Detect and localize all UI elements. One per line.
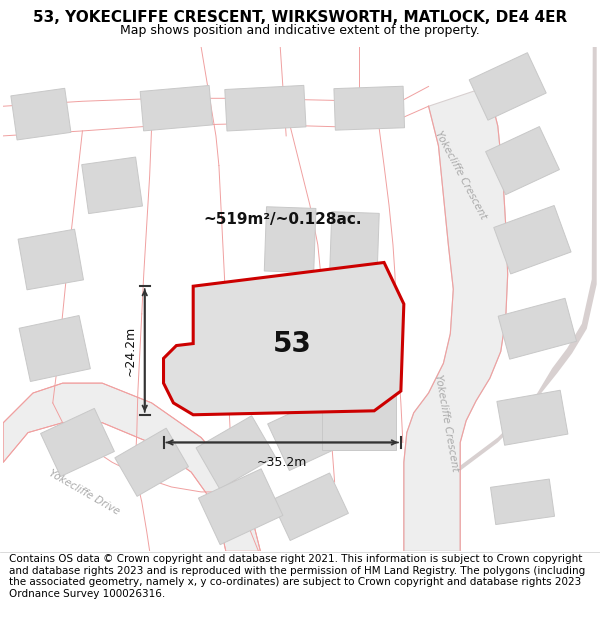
- Polygon shape: [11, 88, 71, 140]
- Text: Yokecliffe Crescent: Yokecliffe Crescent: [433, 373, 460, 472]
- Polygon shape: [334, 86, 404, 130]
- Text: Map shows position and indicative extent of the property.: Map shows position and indicative extent…: [120, 24, 480, 36]
- Polygon shape: [497, 390, 568, 445]
- Text: Yokecliffe Drive: Yokecliffe Drive: [47, 468, 122, 516]
- Polygon shape: [329, 212, 379, 278]
- Text: ~519m²/~0.128ac.: ~519m²/~0.128ac.: [203, 213, 361, 228]
- Text: Yokecliffe Crescent: Yokecliffe Crescent: [434, 129, 489, 221]
- Polygon shape: [41, 408, 115, 476]
- Polygon shape: [322, 396, 397, 450]
- Polygon shape: [82, 157, 142, 214]
- Polygon shape: [491, 479, 554, 524]
- Polygon shape: [404, 86, 508, 551]
- Polygon shape: [225, 86, 306, 131]
- Text: ~24.2m: ~24.2m: [124, 326, 137, 376]
- Polygon shape: [469, 52, 546, 120]
- Polygon shape: [485, 126, 559, 194]
- Polygon shape: [19, 316, 91, 381]
- Polygon shape: [140, 86, 212, 131]
- Polygon shape: [494, 206, 571, 274]
- Polygon shape: [196, 416, 275, 489]
- Polygon shape: [115, 428, 188, 496]
- Text: Contains OS data © Crown copyright and database right 2021. This information is : Contains OS data © Crown copyright and d…: [9, 554, 585, 599]
- Text: 53: 53: [272, 329, 311, 357]
- Text: 53, YOKECLIFFE CRESCENT, WIRKSWORTH, MATLOCK, DE4 4ER: 53, YOKECLIFFE CRESCENT, WIRKSWORTH, MAT…: [33, 10, 567, 25]
- Polygon shape: [264, 207, 316, 272]
- Polygon shape: [18, 229, 83, 290]
- Polygon shape: [419, 47, 596, 551]
- Polygon shape: [498, 298, 577, 359]
- Polygon shape: [268, 394, 352, 471]
- Polygon shape: [199, 469, 283, 544]
- Polygon shape: [4, 383, 260, 551]
- Polygon shape: [271, 473, 349, 541]
- Text: ~35.2m: ~35.2m: [257, 456, 307, 469]
- Polygon shape: [164, 262, 404, 415]
